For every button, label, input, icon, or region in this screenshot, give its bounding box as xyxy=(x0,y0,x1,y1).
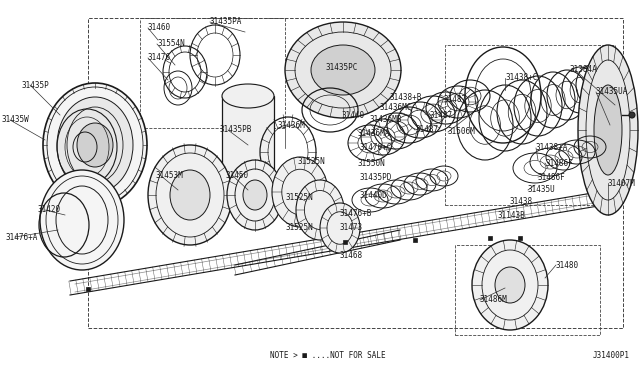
Text: 31480: 31480 xyxy=(555,260,578,269)
Bar xyxy=(445,45,615,205)
Ellipse shape xyxy=(472,240,548,330)
Text: 31407M: 31407M xyxy=(608,179,636,187)
Bar xyxy=(413,238,417,242)
Text: 31487: 31487 xyxy=(443,96,466,105)
Ellipse shape xyxy=(43,83,147,207)
Text: 31453M: 31453M xyxy=(155,170,183,180)
Ellipse shape xyxy=(495,267,525,303)
Text: 31476: 31476 xyxy=(148,54,171,62)
Text: J31400P1: J31400P1 xyxy=(593,350,630,359)
Text: 31436MA: 31436MA xyxy=(358,128,390,138)
Text: 31438+B: 31438+B xyxy=(390,93,422,102)
Text: 31486F: 31486F xyxy=(538,173,566,182)
Bar xyxy=(140,18,285,128)
Text: 31476+B: 31476+B xyxy=(340,208,372,218)
Text: 31487: 31487 xyxy=(430,110,453,119)
Text: 31473: 31473 xyxy=(340,224,363,232)
Text: 31440D: 31440D xyxy=(360,190,388,199)
Ellipse shape xyxy=(320,203,360,253)
Bar xyxy=(343,240,347,244)
Bar xyxy=(86,287,90,291)
Bar xyxy=(88,18,623,328)
Text: 31435PC: 31435PC xyxy=(326,64,358,73)
Text: 31435PA: 31435PA xyxy=(210,17,243,26)
Text: 31487: 31487 xyxy=(415,125,438,135)
Ellipse shape xyxy=(272,157,328,227)
Bar xyxy=(518,236,522,240)
Text: 31550N: 31550N xyxy=(357,158,385,167)
Text: 31476+C: 31476+C xyxy=(360,144,392,153)
Ellipse shape xyxy=(148,145,232,245)
Ellipse shape xyxy=(57,97,133,193)
Text: 31435P: 31435P xyxy=(22,80,50,90)
Bar xyxy=(488,236,492,240)
Text: 31506M: 31506M xyxy=(448,128,476,137)
Text: 31435PD: 31435PD xyxy=(360,173,392,183)
Ellipse shape xyxy=(77,123,113,167)
Text: NOTE > ■ ....NOT FOR SALE: NOTE > ■ ....NOT FOR SALE xyxy=(270,350,386,359)
Text: 31435U: 31435U xyxy=(528,186,556,195)
Text: 31468: 31468 xyxy=(340,250,363,260)
Ellipse shape xyxy=(227,160,283,230)
Ellipse shape xyxy=(629,112,635,118)
Ellipse shape xyxy=(170,170,210,220)
Bar xyxy=(455,245,600,335)
Text: 31436MC: 31436MC xyxy=(380,103,412,112)
Text: 31438+A: 31438+A xyxy=(536,144,568,153)
Text: 31438: 31438 xyxy=(510,198,533,206)
Ellipse shape xyxy=(285,22,401,118)
Text: 31436M: 31436M xyxy=(278,122,306,131)
Text: 31476+A: 31476+A xyxy=(5,232,37,241)
Text: 31440: 31440 xyxy=(342,110,365,119)
Text: 31486M: 31486M xyxy=(480,295,508,305)
Text: 31435PB: 31435PB xyxy=(220,125,252,135)
Ellipse shape xyxy=(578,45,638,215)
Text: 31384A: 31384A xyxy=(570,65,598,74)
Text: 31450: 31450 xyxy=(225,170,248,180)
Ellipse shape xyxy=(40,170,124,270)
Text: 31525N: 31525N xyxy=(298,157,326,167)
Text: 31436MB: 31436MB xyxy=(370,115,403,125)
Ellipse shape xyxy=(243,180,267,210)
Text: 31525N: 31525N xyxy=(285,224,313,232)
Text: 31486F: 31486F xyxy=(545,158,573,167)
Ellipse shape xyxy=(222,84,274,108)
Ellipse shape xyxy=(296,180,344,240)
Text: 31525N: 31525N xyxy=(285,193,313,202)
Text: 31438+C: 31438+C xyxy=(505,74,538,83)
Text: 31435UA: 31435UA xyxy=(595,87,627,96)
Text: 31554N: 31554N xyxy=(157,39,185,48)
Text: 31143B: 31143B xyxy=(497,211,525,219)
Ellipse shape xyxy=(311,45,375,95)
Text: 31420: 31420 xyxy=(38,205,61,215)
Ellipse shape xyxy=(594,85,622,175)
Text: 31435W: 31435W xyxy=(2,115,29,125)
Bar xyxy=(222,96,274,201)
Text: 31460: 31460 xyxy=(148,23,171,32)
Ellipse shape xyxy=(222,188,274,212)
